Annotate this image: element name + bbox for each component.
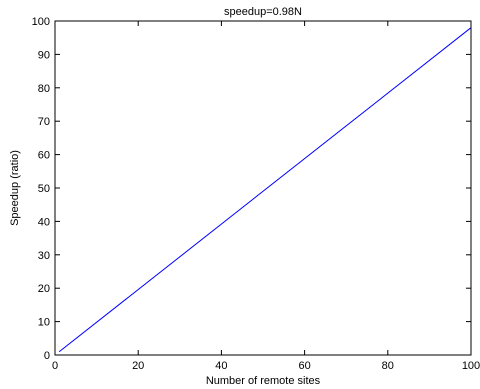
chart-title: speedup=0.98N — [224, 6, 302, 18]
plot-frame — [54, 20, 472, 356]
x-tick-label: 20 — [132, 360, 144, 372]
y-tick-label: 0 — [44, 350, 50, 362]
x-tick-label: 100 — [462, 360, 480, 372]
x-tick-label: 40 — [215, 360, 227, 372]
y-tick-label: 50 — [38, 183, 50, 195]
y-tick-label: 60 — [38, 150, 50, 162]
x-tick-label: 0 — [52, 360, 58, 372]
y-tick-label: 90 — [38, 49, 50, 61]
plot-area — [55, 21, 471, 355]
x-tick-label: 80 — [382, 360, 394, 372]
y-tick-label: 40 — [38, 216, 50, 228]
x-axis-label: Number of remote sites — [206, 375, 321, 387]
y-axis-tick-labels: 0 10 20 30 40 50 60 70 80 90 100 — [32, 16, 50, 362]
y-tick-label: 30 — [38, 250, 50, 262]
x-axis-tick-labels: 0 20 40 60 80 100 — [52, 360, 480, 372]
y-tick-label: 20 — [38, 283, 50, 295]
x-tick-label: 60 — [298, 360, 310, 372]
y-tick-label: 80 — [38, 83, 50, 95]
y-axis-label: Speedup (ratio) — [9, 150, 21, 226]
y-tick-label: 100 — [32, 16, 50, 28]
series-line — [58, 27, 472, 353]
y-tick-label: 10 — [38, 317, 50, 329]
y-tick-label: 70 — [38, 116, 50, 128]
